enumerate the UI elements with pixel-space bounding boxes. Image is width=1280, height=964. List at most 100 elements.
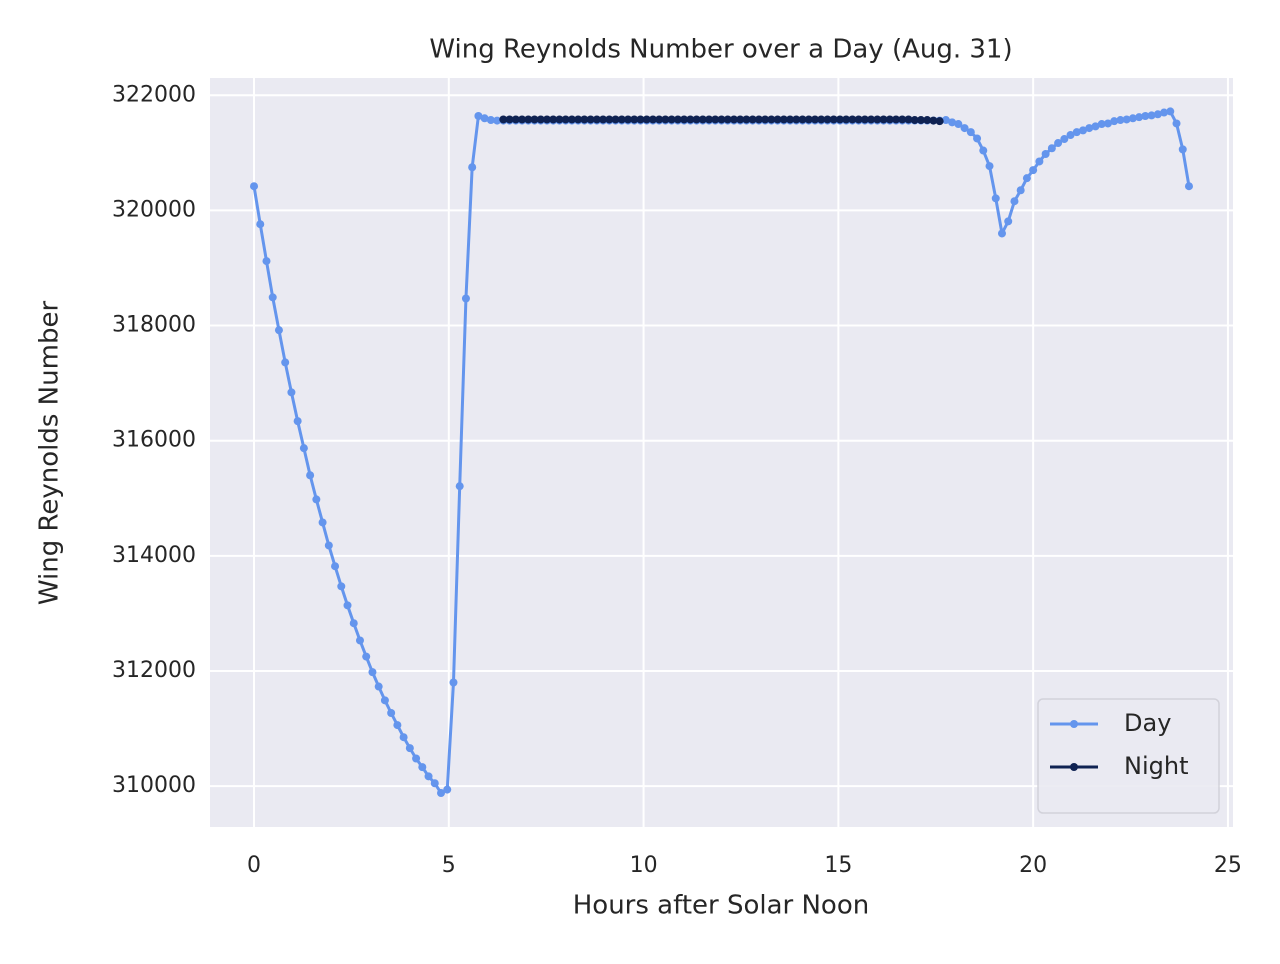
data-point	[717, 115, 726, 124]
data-point	[362, 652, 371, 661]
data-point	[1079, 126, 1088, 135]
y-axis-label: Wing Reynolds Number	[35, 301, 65, 606]
data-point	[611, 115, 620, 124]
data-point	[698, 115, 707, 124]
data-point	[399, 733, 408, 742]
y-tick-label: 314000	[112, 543, 196, 568]
data-point	[1047, 144, 1056, 153]
data-point	[343, 601, 352, 610]
data-point	[1147, 111, 1156, 120]
data-point	[1022, 174, 1031, 183]
data-point	[387, 709, 396, 718]
data-point	[412, 754, 421, 763]
data-point	[842, 115, 851, 124]
data-point	[561, 115, 570, 124]
data-point	[1141, 111, 1150, 120]
data-point	[306, 471, 315, 480]
data-point	[574, 115, 583, 124]
data-point	[973, 134, 982, 143]
data-point	[892, 115, 901, 124]
data-point	[848, 115, 857, 124]
data-point	[380, 696, 389, 705]
data-point	[705, 115, 714, 124]
data-point	[437, 789, 446, 798]
data-point	[405, 744, 414, 753]
data-point	[1016, 186, 1025, 195]
data-point	[991, 194, 1000, 203]
data-point	[997, 229, 1006, 238]
data-point	[1041, 149, 1050, 158]
data-point	[580, 115, 589, 124]
data-point	[792, 115, 801, 124]
data-point	[449, 678, 458, 687]
data-point	[1116, 116, 1125, 125]
data-point	[786, 115, 795, 124]
x-tick-label: 10	[630, 853, 658, 878]
data-point	[299, 444, 308, 453]
y-tick-label: 316000	[112, 428, 196, 453]
data-point	[879, 115, 888, 124]
y-tick-label: 320000	[112, 197, 196, 222]
data-point	[368, 668, 377, 677]
data-point	[536, 115, 545, 124]
data-point	[798, 115, 807, 124]
data-point	[860, 115, 869, 124]
data-point	[1166, 107, 1175, 116]
data-point	[318, 518, 327, 527]
data-point	[767, 115, 776, 124]
data-point	[293, 417, 302, 426]
x-tick-label: 15	[824, 853, 852, 878]
data-point	[461, 294, 470, 303]
data-point	[729, 115, 738, 124]
y-tick-label: 310000	[112, 773, 196, 798]
data-point	[910, 116, 919, 125]
chart-title: Wing Reynolds Number over a Day (Aug. 31…	[429, 35, 1012, 65]
data-point	[530, 115, 539, 124]
data-point	[337, 582, 346, 591]
data-point	[592, 115, 601, 124]
data-point	[542, 115, 551, 124]
legend-label: Day	[1124, 709, 1171, 737]
data-point	[804, 115, 813, 124]
data-point	[499, 115, 508, 124]
data-point	[268, 293, 277, 302]
data-point	[723, 115, 732, 124]
data-point	[349, 619, 358, 628]
data-point	[810, 115, 819, 124]
data-point	[355, 636, 364, 645]
data-point	[287, 388, 296, 397]
data-point	[692, 115, 701, 124]
data-point	[493, 116, 502, 125]
grid	[210, 78, 1233, 827]
data-point	[754, 115, 763, 124]
data-point	[374, 682, 383, 691]
data-point	[935, 117, 944, 126]
data-point	[711, 115, 720, 124]
data-point	[262, 257, 271, 266]
data-point	[916, 116, 925, 125]
data-point	[686, 115, 695, 124]
data-point	[873, 115, 882, 124]
data-point	[505, 115, 514, 124]
data-point	[954, 120, 963, 129]
data-point	[1072, 128, 1081, 137]
data-point	[1103, 119, 1112, 128]
data-point	[555, 115, 564, 124]
data-point	[281, 358, 290, 367]
data-point	[773, 115, 782, 124]
data-point	[474, 111, 483, 120]
data-point	[966, 128, 975, 137]
legend-label: Night	[1124, 752, 1188, 780]
data-point	[617, 115, 626, 124]
data-point	[835, 115, 844, 124]
data-point	[642, 115, 651, 124]
data-point	[1029, 166, 1038, 175]
data-point	[742, 115, 751, 124]
data-point	[655, 115, 664, 124]
data-point	[393, 721, 402, 730]
data-point	[511, 115, 520, 124]
x-axis-label: Hours after Solar Noon	[573, 891, 869, 921]
data-point	[586, 115, 595, 124]
data-point	[274, 326, 283, 335]
